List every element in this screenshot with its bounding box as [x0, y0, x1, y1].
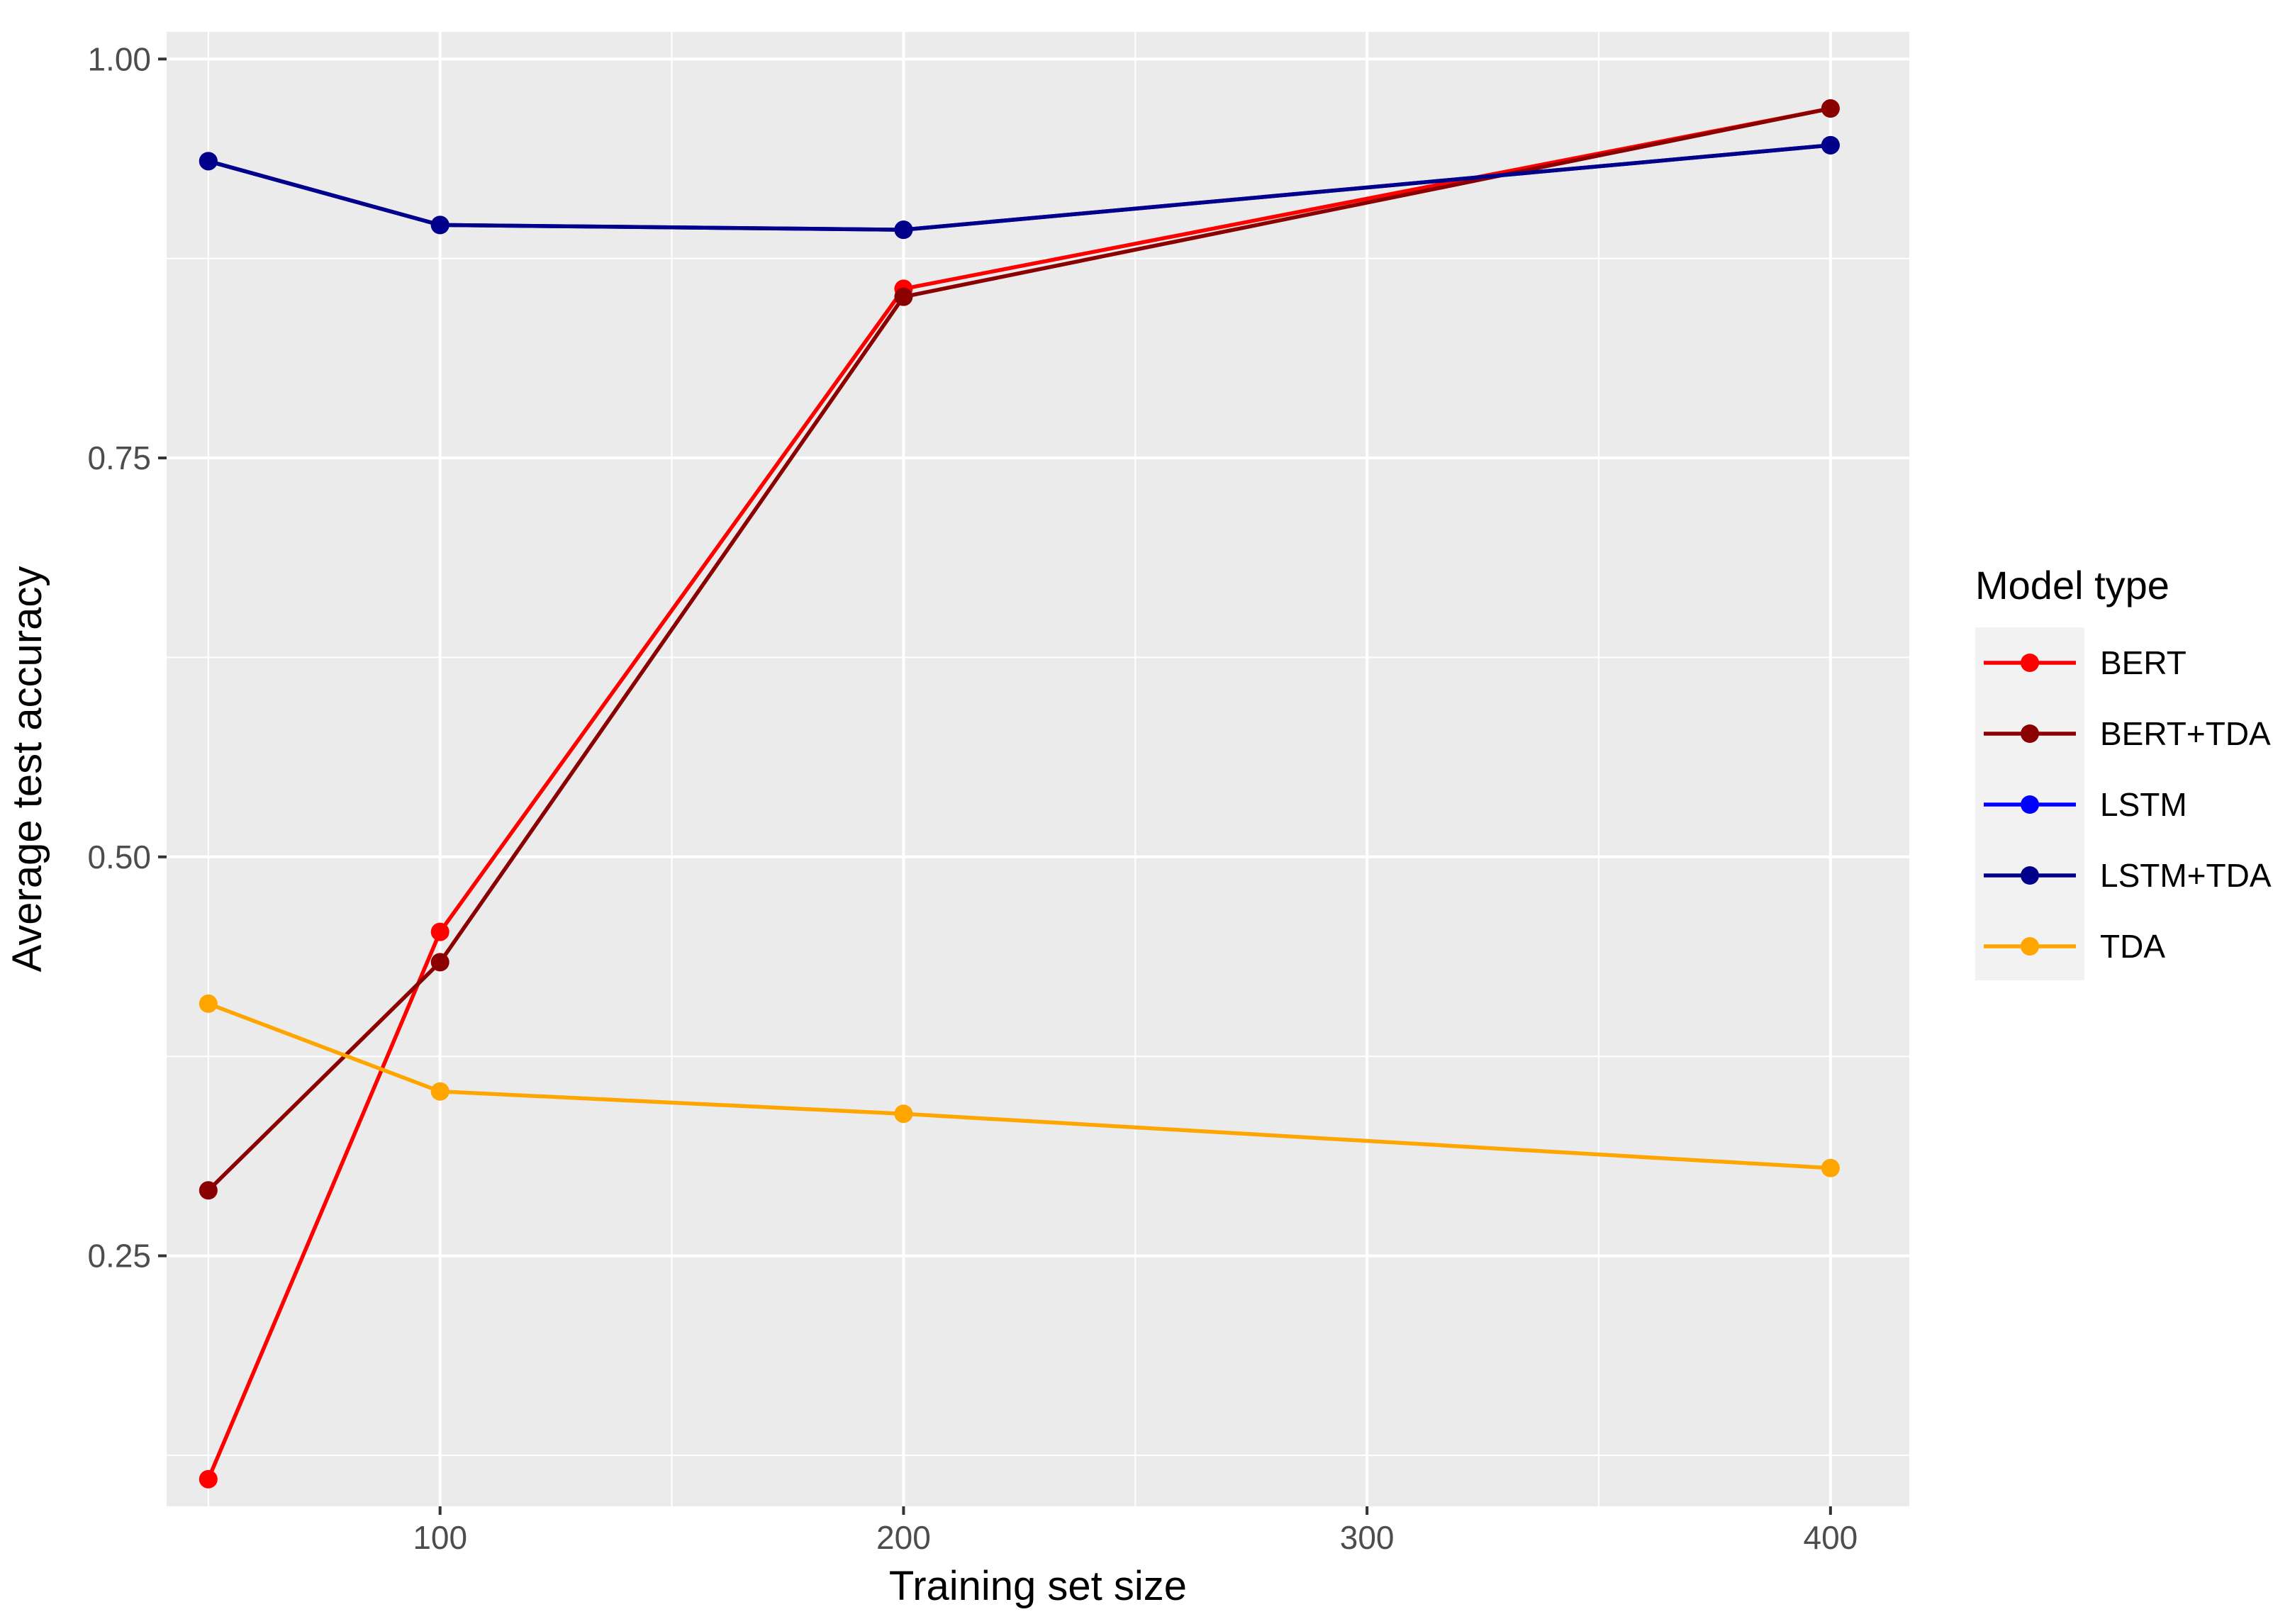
x-tick-label: 200: [876, 1519, 931, 1556]
legend-items: BERT BERT+TDA LSTM LSTM+TDA TDA: [1984, 644, 2272, 965]
data-point-bert-tda: [1821, 99, 1840, 118]
x-tick-label: 400: [1803, 1519, 1858, 1556]
x-tick-label: 100: [413, 1519, 467, 1556]
legend-label-lstm: LSTM: [2100, 786, 2187, 823]
series-line-bert-tda: [206, 106, 1831, 1192]
y-tick-label: 0.25: [87, 1238, 151, 1275]
data-point-lstm-tda: [199, 152, 218, 171]
plot-panel: [167, 32, 1909, 1506]
data-point-bert-tda: [199, 1181, 218, 1200]
x-tick-label: 300: [1340, 1519, 1395, 1556]
series-line-bert: [206, 106, 1831, 1480]
legend-key-point-lstm: [2021, 795, 2039, 814]
legend-key-point-bert: [2021, 654, 2039, 672]
x-axis-title: Training set size: [889, 1563, 1187, 1609]
y-axis-title: Average test accuracy: [4, 566, 50, 973]
series-lines: [199, 99, 1840, 1489]
legend-key-point-tda: [2021, 937, 2039, 956]
data-point-lstm-tda: [430, 215, 449, 235]
data-point-lstm-tda: [894, 220, 913, 240]
data-point-tda: [199, 994, 218, 1013]
legend-label-tda: TDA: [2100, 928, 2165, 965]
data-point-tda: [894, 1104, 913, 1124]
legend-label-lstm-tda: LSTM+TDA: [2100, 857, 2272, 894]
legend-label-bert-tda: BERT+TDA: [2100, 715, 2271, 752]
y-tick-label: 1.00: [87, 40, 151, 77]
data-point-bert-tda: [430, 953, 449, 972]
legend-label-bert: BERT: [2100, 644, 2187, 681]
series-line-tda: [207, 1002, 1831, 1170]
data-point-bert-tda: [894, 287, 913, 306]
legend: Model type BERT BERT+TDA LSTM LSTM+TDA TDA: [1975, 563, 2272, 980]
data-point-bert: [199, 1469, 218, 1489]
major-gridlines: [167, 32, 1909, 1506]
legend-key-point-lstm-tda: [2021, 866, 2039, 885]
minor-gridlines: [167, 32, 1909, 1506]
y-tick-label: 0.75: [87, 439, 151, 476]
data-point-lstm-tda: [1821, 135, 1840, 155]
legend-key-point-bert-tda: [2021, 724, 2039, 743]
tick-labels: 100 200 300 400 0.25 0.50 0.75 1.00: [87, 40, 1858, 1556]
data-point-tda: [1821, 1158, 1840, 1177]
y-tick-label: 0.50: [87, 839, 151, 875]
series-line-lstm-tda: [208, 143, 1831, 232]
data-point-bert: [430, 922, 449, 941]
legend-title: Model type: [1975, 563, 2169, 607]
data-point-tda: [430, 1082, 449, 1101]
axis-ticks: [158, 57, 1832, 1515]
